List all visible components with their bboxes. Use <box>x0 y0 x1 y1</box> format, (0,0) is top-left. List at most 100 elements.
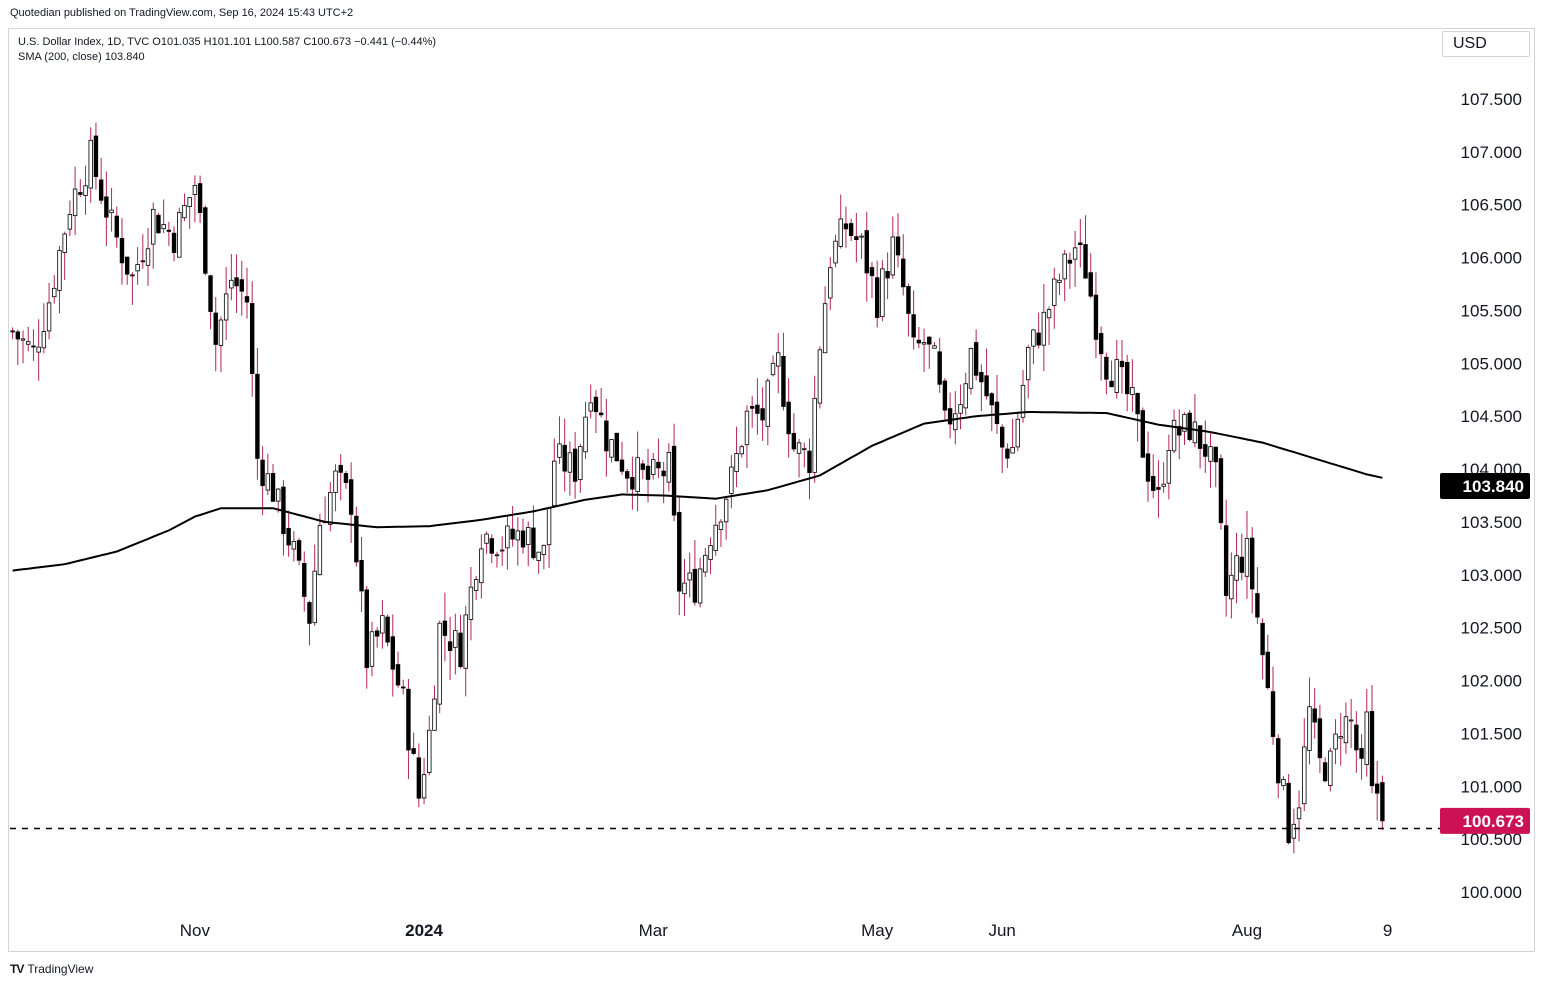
candle-down <box>531 527 536 559</box>
candle-up <box>1281 778 1286 787</box>
candle-down <box>661 470 666 477</box>
candle-down <box>843 223 849 230</box>
candle-down <box>307 602 312 624</box>
y-tick-label: 104.500 <box>1461 407 1522 426</box>
candle-down <box>989 393 994 406</box>
candle-down <box>1255 593 1260 618</box>
candle-up <box>182 205 187 219</box>
candle-up <box>609 439 614 458</box>
candle-up <box>552 460 557 507</box>
candle-down <box>999 426 1005 448</box>
candle-up <box>635 457 640 493</box>
candle-up <box>317 525 323 576</box>
candle-down <box>31 345 36 348</box>
candle-down <box>93 135 99 177</box>
candle-up <box>536 551 541 561</box>
price-labels: 103.840 100.673 <box>1440 472 1530 834</box>
candle-up <box>1062 253 1067 280</box>
candle-up <box>161 224 166 230</box>
candle-down <box>781 356 786 407</box>
candle-up <box>802 448 807 451</box>
candle-down <box>385 616 390 643</box>
candle-up <box>578 446 583 481</box>
candle-up <box>729 466 734 494</box>
candle-up <box>765 380 771 427</box>
x-tick-label: May <box>861 921 894 940</box>
candle-up <box>83 185 88 196</box>
candle-down <box>874 277 880 318</box>
candle-up <box>723 498 729 523</box>
price-axis: 100.000 100.500 101.000 101.500 102.000 102.5… <box>1461 90 1522 902</box>
candle-up <box>1343 716 1349 744</box>
candle-up <box>1333 733 1338 750</box>
candle-up <box>484 533 489 544</box>
x-tick-label: Jun <box>988 921 1015 940</box>
candle-up <box>499 549 505 552</box>
candle-down <box>302 562 307 597</box>
candle-up <box>1114 359 1119 393</box>
chart-legend: U.S. Dollar Index, 1D, TVC O101.035 H101… <box>18 35 436 65</box>
candle-up <box>567 452 573 473</box>
candle-up <box>1026 347 1031 381</box>
candle-down <box>671 445 677 516</box>
candle-down <box>911 314 916 338</box>
candle-down <box>927 336 932 345</box>
price-label-bg <box>1440 807 1530 834</box>
candle-down <box>572 448 578 482</box>
candle-down <box>520 530 526 548</box>
y-tick-label: 107.500 <box>1461 90 1522 109</box>
candle-up <box>20 338 26 341</box>
candle-up <box>369 631 375 667</box>
candle-up <box>229 279 234 289</box>
candle-up <box>1010 447 1015 454</box>
candle-up <box>1041 311 1047 346</box>
candle-up <box>651 459 656 475</box>
currency-button[interactable]: USD <box>1442 31 1530 57</box>
y-tick-label: 102.000 <box>1461 672 1522 691</box>
y-tick-label: 107.000 <box>1461 143 1522 162</box>
candle-up <box>1244 538 1250 577</box>
candle-down <box>1078 242 1083 246</box>
candle-up <box>1046 309 1052 319</box>
candle-down <box>1239 556 1244 573</box>
candle-up <box>135 264 140 272</box>
candle-up <box>1171 419 1177 452</box>
candle-down <box>854 236 859 241</box>
candle-up <box>1348 719 1354 722</box>
candle-down <box>406 688 411 751</box>
candle-down <box>114 215 119 238</box>
candle-down <box>1151 476 1156 491</box>
candle-down <box>1187 412 1192 440</box>
candle-down <box>1197 425 1203 449</box>
candle-down <box>1036 332 1041 346</box>
candle-up <box>541 544 547 555</box>
y-tick-label: 100.500 <box>1461 830 1522 849</box>
candle-up <box>1229 574 1234 600</box>
price-label-bg <box>1440 472 1530 499</box>
candle-down <box>973 342 979 376</box>
candle-down <box>869 267 875 277</box>
candle-up <box>223 293 229 321</box>
candle-down <box>10 330 15 333</box>
candle-down <box>343 473 349 483</box>
candle-down <box>630 476 635 490</box>
candle-down <box>1203 444 1208 457</box>
candle-down <box>458 632 463 668</box>
candle-up <box>828 267 833 299</box>
candle-up <box>1291 823 1297 839</box>
x-tick-label: 2024 <box>405 921 443 940</box>
candle-down <box>270 473 276 502</box>
candle-up <box>52 287 57 298</box>
candle-up <box>328 491 333 525</box>
candle-down <box>348 479 354 515</box>
candle-down <box>1093 294 1099 340</box>
candle-down <box>166 229 172 232</box>
candle-up <box>333 470 338 493</box>
candle-down <box>249 303 255 374</box>
candle-down <box>364 589 369 669</box>
candle-down <box>1249 537 1255 590</box>
candle-down <box>848 223 854 236</box>
candle-up <box>1338 736 1343 739</box>
candle-up <box>1166 450 1172 484</box>
